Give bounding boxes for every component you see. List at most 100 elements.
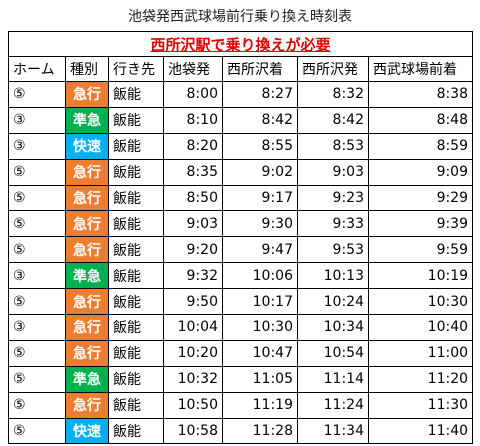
cell: 8:42 [297, 106, 369, 134]
cell: 飯能 [108, 132, 164, 160]
cell: 11:20 [367, 365, 474, 393]
type-cell: 急行 [65, 158, 109, 186]
cell: 8:32 [297, 81, 369, 108]
type-cell: 準急 [65, 106, 109, 134]
cell: 11:40 [367, 417, 474, 445]
cell: 9:32 [163, 262, 223, 290]
row: ⑤ 急行 飯能 8:50 9:17 9:23 9:29 [8, 184, 474, 212]
cell: 9:53 [297, 236, 369, 264]
cell: 9:03 [163, 210, 223, 238]
type-cell: 準急 [65, 365, 109, 393]
cell: 9:39 [367, 210, 474, 238]
cell: 11:28 [222, 417, 298, 445]
cell: 11:34 [297, 417, 369, 445]
type-cell: 準急 [65, 262, 109, 290]
type-cell: 急行 [65, 314, 109, 341]
cell: 11:05 [222, 365, 298, 393]
cell: 8:00 [163, 81, 223, 108]
cell: 11:30 [367, 391, 474, 419]
cell: ⑤ [8, 158, 66, 186]
cell: 飯能 [108, 288, 164, 316]
cell: 飯能 [108, 417, 164, 445]
cell: 10:20 [163, 339, 223, 367]
cell: ⑤ [8, 391, 66, 419]
cell: 10:34 [297, 314, 369, 341]
header-cell: 西所沢発 [297, 56, 369, 82]
cell: 9:29 [367, 184, 474, 212]
cell: 飯能 [108, 314, 164, 341]
cell: ⑤ [8, 236, 66, 264]
type-cell: 急行 [65, 391, 109, 419]
cell: 9:20 [163, 236, 223, 264]
cell: 8:42 [222, 106, 298, 134]
header-cell: 西所沢着 [222, 56, 298, 82]
cell: 10:30 [367, 288, 474, 316]
cell: 10:24 [297, 288, 369, 316]
cell: ⑤ [8, 81, 66, 108]
table-body: 西所沢駅で乗り換えが必要 ホーム 種別 行き先 池袋発 西所沢着 西所沢発 西武球場前着 ⑤ 急行… [7, 31, 474, 445]
cell: 11:24 [297, 391, 369, 419]
title: 池袋発西武球場前行乗り換え時刻表 [128, 9, 352, 25]
cell: 9:33 [297, 210, 369, 238]
row: ⑤ 急行 飯能 10:50 11:19 11:24 11:30 [8, 391, 474, 419]
type-cell: 急行 [65, 288, 109, 316]
cell: 10:04 [163, 314, 223, 341]
row: ⑤ 急行 飯能 8:35 9:02 9:03 9:09 [8, 158, 474, 186]
row: ③ 準急 飯能 9:32 10:06 10:13 10:19 [8, 262, 474, 290]
header-cell: 西武球場前着 [367, 56, 474, 82]
cell: 飯能 [108, 236, 164, 264]
row: ⑤ 急行 飯能 9:03 9:30 9:33 9:39 [8, 210, 474, 238]
row: ⑤ 快速 飯能 10:58 11:28 11:34 11:40 [8, 417, 474, 445]
cell: 8:55 [222, 132, 298, 160]
cell: ⑤ [8, 184, 66, 212]
cell: 8:38 [367, 81, 474, 108]
cell: 9:47 [222, 236, 298, 264]
cell: ⑤ [8, 339, 66, 367]
cell: 飯能 [108, 158, 164, 186]
cell: 10:30 [222, 314, 298, 341]
cell: ⑤ [8, 288, 66, 316]
type-cell: 急行 [65, 210, 109, 238]
notice-row: 西所沢駅で乗り換えが必要 [7, 31, 474, 57]
row: ③ 快速 飯能 8:20 8:55 8:53 8:59 [8, 132, 474, 160]
cell: 飯能 [108, 184, 164, 212]
row: ⑤ 急行 飯能 10:20 10:47 10:54 11:00 [8, 339, 474, 367]
cell: 飯能 [108, 262, 164, 290]
row: ⑤ 急行 飯能 9:50 10:17 10:24 10:30 [8, 288, 474, 316]
cell: 10:32 [163, 365, 223, 393]
cell: 9:50 [163, 288, 223, 316]
cell: 飯能 [108, 106, 164, 134]
cell: 飯能 [108, 365, 164, 393]
header-cell: 行き先 [108, 56, 164, 82]
cell: 10:47 [222, 339, 298, 367]
header-cell: ホーム [8, 56, 66, 82]
cell: ⑤ [8, 210, 66, 238]
cell: ③ [8, 314, 66, 341]
cell: 9:30 [222, 210, 298, 238]
cell: 10:58 [163, 417, 223, 445]
cell: 飯能 [108, 210, 164, 238]
row: ③ 準急 飯能 8:10 8:42 8:42 8:48 [8, 106, 474, 134]
cell: ③ [8, 106, 66, 134]
cell: 9:23 [297, 184, 369, 212]
header-cell: 種別 [65, 56, 109, 82]
row: ⑤ 急行 飯能 9:20 9:47 9:53 9:59 [8, 236, 474, 264]
row: ⑤ 急行 飯能 8:00 8:27 8:32 8:38 [8, 81, 474, 108]
cell: 9:09 [367, 158, 474, 186]
timetable: 西所沢駅で乗り換えが必要 ホーム 種別 行き先 池袋発 西所沢着 西所沢発 西武球場前着 ⑤ 急行… [7, 31, 474, 445]
notice: 西所沢駅で乗り換えが必要 [7, 31, 474, 57]
cell: 8:10 [163, 106, 223, 134]
cell: 10:19 [367, 262, 474, 290]
cell: 8:50 [163, 184, 223, 212]
cell: 11:00 [367, 339, 474, 367]
cell: 8:53 [297, 132, 369, 160]
cell: 飯能 [108, 391, 164, 419]
type-cell: 急行 [65, 339, 109, 367]
cell: ⑤ [8, 417, 66, 445]
cell: 10:54 [297, 339, 369, 367]
header-cell: 池袋発 [163, 56, 223, 82]
cell: 10:13 [297, 262, 369, 290]
row: ⑤ 準急 飯能 10:32 11:05 11:14 11:20 [8, 365, 474, 393]
cell: 9:17 [222, 184, 298, 212]
